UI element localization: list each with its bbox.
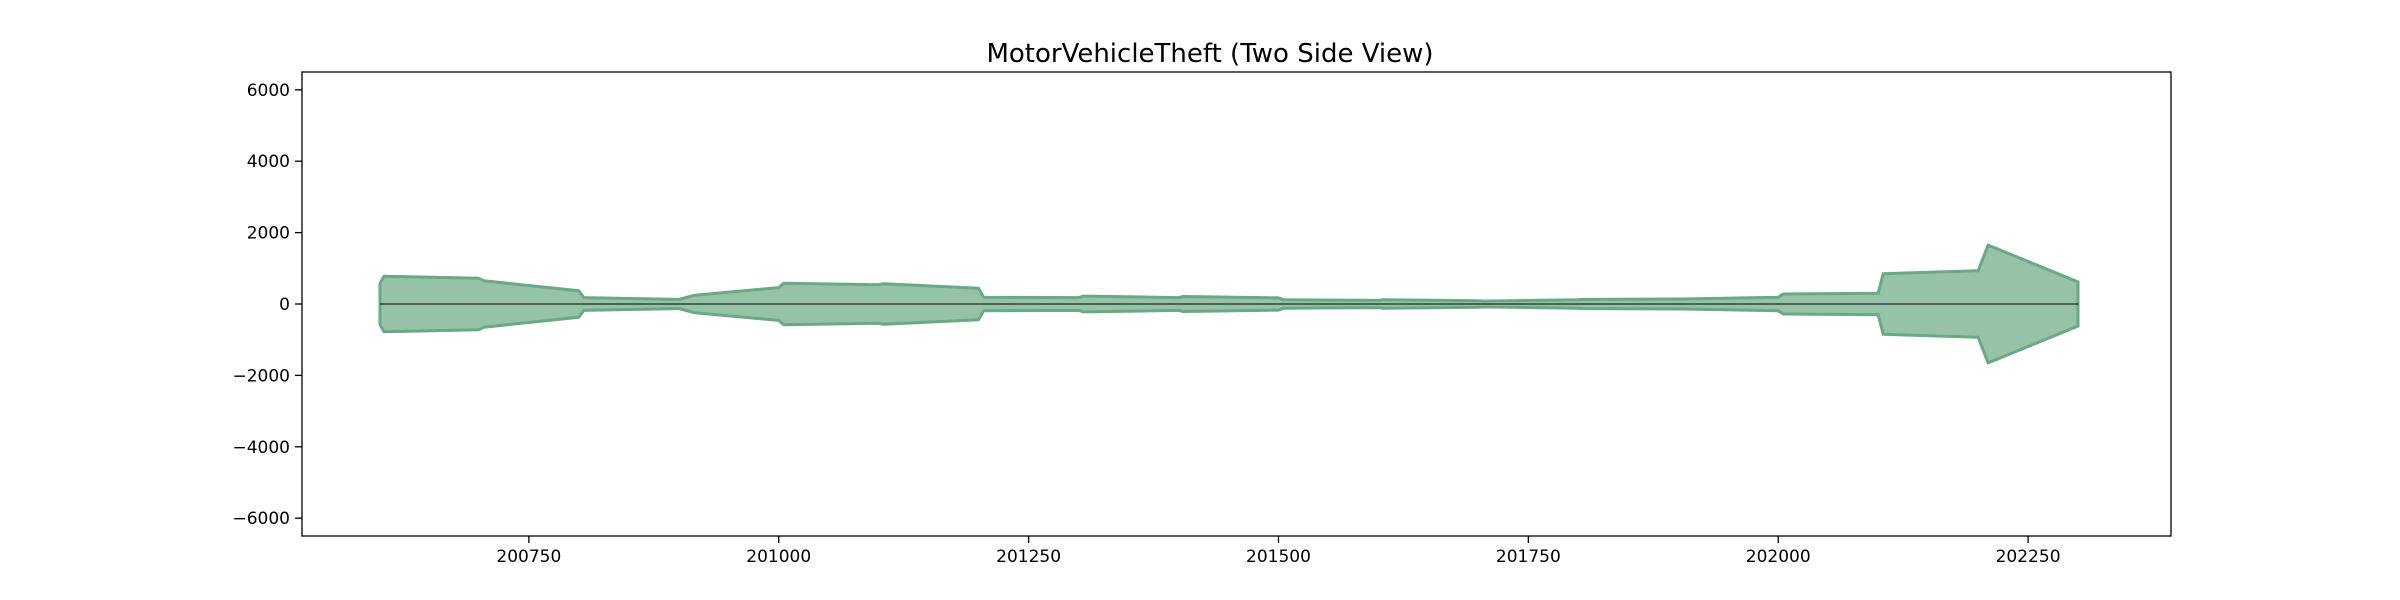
y-tick-label: −2000	[232, 366, 290, 386]
y-tick-label: −6000	[232, 509, 290, 529]
y-tick-label: 2000	[247, 224, 290, 244]
x-tick-label: 201250	[996, 547, 1061, 567]
y-tick-label: 6000	[247, 81, 290, 101]
x-tick-label: 202250	[1996, 547, 2061, 567]
x-tick-label: 201000	[746, 547, 811, 567]
plot-area	[378, 243, 2080, 365]
y-tick-label: −4000	[232, 438, 290, 458]
y-tick-label: 0	[279, 295, 290, 315]
x-tick-label: 201750	[1496, 547, 1561, 567]
axes: 200750 201000 201250 201500 201750 202000 2022…	[232, 71, 2172, 567]
x-tick-label: 202000	[1746, 547, 1811, 567]
chart-title: MotorVehicleTheft (Two Side View)	[986, 39, 1433, 69]
y-tick-label: 4000	[247, 152, 290, 172]
x-tick-label: 201500	[1246, 547, 1311, 567]
x-tick-label: 200750	[496, 547, 561, 567]
